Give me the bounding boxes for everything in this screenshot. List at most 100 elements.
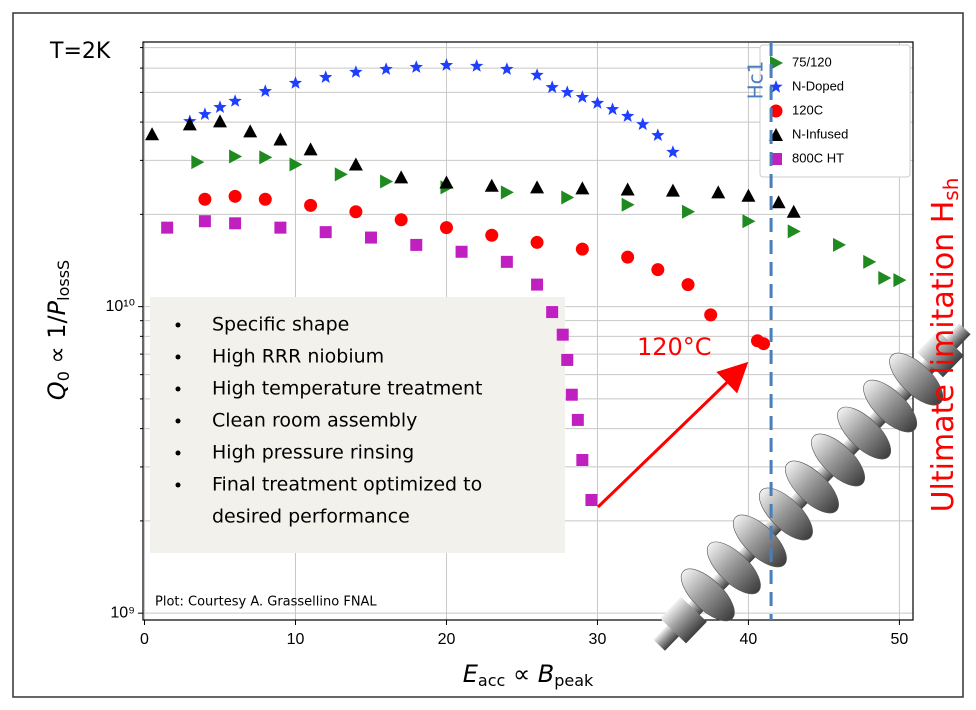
- point: [621, 109, 635, 122]
- cavity-image: [653, 323, 971, 651]
- legend-marker: [769, 104, 783, 118]
- point: [380, 174, 394, 189]
- point: [682, 204, 696, 219]
- point: [561, 353, 574, 366]
- cavity-cell: [889, 352, 944, 406]
- point: [410, 238, 423, 251]
- point: [741, 188, 756, 202]
- point: [571, 413, 584, 426]
- legend-label: 120C: [792, 102, 823, 117]
- bullet-list: Specific shape High RRR niobium High tempe…: [175, 314, 483, 528]
- point: [273, 132, 288, 146]
- bullet-text: Final treatment optimized to: [212, 474, 482, 496]
- point: [500, 185, 514, 200]
- point: [439, 175, 454, 189]
- point: [394, 170, 409, 184]
- bullet-dot: [175, 354, 181, 360]
- point: [349, 205, 363, 219]
- point: [191, 155, 205, 170]
- point: [561, 190, 575, 205]
- point: [198, 192, 212, 206]
- legend-box: [759, 44, 911, 178]
- arrow: [596, 361, 749, 509]
- y-tick-label: 10⁹: [110, 604, 135, 621]
- point: [605, 102, 620, 116]
- point: [621, 250, 635, 264]
- point: [364, 231, 377, 244]
- bullet-dot: [175, 418, 181, 424]
- bullet-text: High temperature treatment: [212, 378, 483, 400]
- point: [530, 180, 545, 194]
- x-tick-label: 0: [140, 631, 149, 648]
- legend-marker: [770, 56, 783, 70]
- point: [833, 237, 847, 252]
- point: [878, 271, 892, 286]
- x-tick-label: 20: [438, 631, 456, 648]
- point: [145, 127, 160, 141]
- legend-label: 75/120: [792, 54, 832, 69]
- point: [198, 215, 211, 228]
- point: [546, 306, 559, 319]
- point: [560, 85, 574, 98]
- note-box: [150, 297, 565, 553]
- point: [348, 157, 363, 171]
- point: [565, 388, 578, 401]
- point: [289, 157, 303, 172]
- cavity-cell: [785, 460, 839, 514]
- cavity-cell: [863, 379, 918, 433]
- x-tick-label: 50: [891, 631, 909, 648]
- bullet-dot: [175, 450, 181, 456]
- point: [786, 204, 801, 218]
- point: [575, 242, 589, 256]
- point: [585, 493, 598, 506]
- point: [757, 337, 771, 351]
- point: [575, 181, 590, 195]
- bullet-text: Clean room assembly: [212, 410, 417, 432]
- point: [274, 221, 287, 234]
- point: [787, 224, 801, 239]
- point: [304, 198, 318, 212]
- point: [771, 195, 786, 209]
- point: [545, 80, 559, 94]
- point: [531, 278, 544, 291]
- bullet-text: High RRR niobium: [212, 346, 384, 368]
- point: [500, 255, 513, 268]
- point: [229, 217, 242, 230]
- point: [213, 114, 227, 128]
- point: [439, 58, 454, 71]
- point: [303, 142, 318, 156]
- bullet-text: Specific shape: [212, 314, 349, 336]
- cavity-cell: [680, 568, 735, 622]
- x-tick-label: 30: [589, 631, 607, 648]
- point: [621, 197, 635, 212]
- point: [213, 100, 227, 113]
- legend-label: 800C HT: [792, 150, 844, 165]
- cavity-cell: [759, 487, 813, 541]
- point: [893, 273, 907, 288]
- point: [651, 263, 665, 277]
- point: [288, 76, 303, 89]
- point: [379, 62, 393, 75]
- point: [484, 178, 499, 192]
- x-tick-label: 40: [740, 631, 758, 648]
- x-tick-label: 10: [287, 631, 305, 648]
- point: [863, 254, 877, 269]
- point: [665, 183, 680, 197]
- y-tick-label: 10¹⁰: [105, 298, 135, 315]
- point: [258, 84, 272, 97]
- point: [455, 245, 468, 258]
- point: [470, 59, 484, 72]
- point: [576, 454, 589, 467]
- legend-label: N-Infused: [792, 126, 848, 141]
- bullet-dot: [175, 322, 181, 328]
- point: [334, 167, 348, 182]
- point: [259, 150, 273, 165]
- point: [319, 70, 333, 83]
- temperature-label: T=2K: [49, 39, 111, 64]
- point: [530, 235, 544, 249]
- bullet-dot: [175, 386, 181, 392]
- plot-frame: [142, 41, 914, 621]
- cavity-cell: [706, 541, 761, 595]
- point: [620, 182, 635, 196]
- point: [243, 124, 258, 138]
